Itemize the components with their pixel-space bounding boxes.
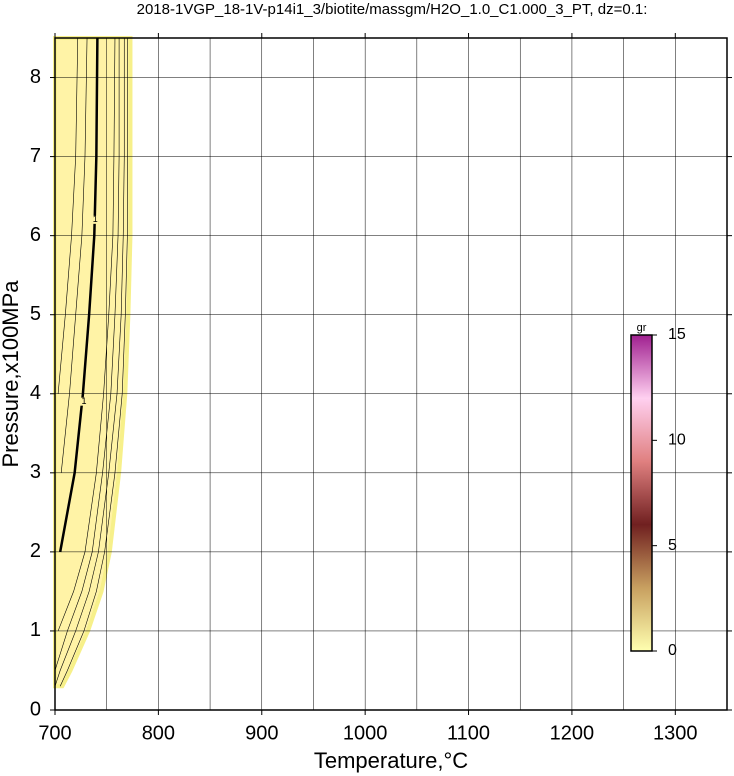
chart-title: 2018-1VGP_18-1V-p14i1_3/biotite/massgm/H…: [137, 1, 648, 18]
x-tick-label: 700: [38, 722, 71, 744]
y-tick-label: 8: [30, 66, 41, 88]
y-tick-label: 7: [30, 145, 41, 167]
x-tick-label: 800: [142, 722, 175, 744]
x-tick-label: 1200: [550, 722, 595, 744]
contour-line: [57, 37, 79, 394]
colorbar-tick-label: 5: [668, 537, 677, 554]
y-axis-label: Pressure,x100MPa: [0, 280, 23, 468]
colorbar-label: gr: [637, 322, 647, 334]
colorbar-tick-label: 10: [668, 432, 686, 449]
x-tick-label: 1300: [653, 722, 698, 744]
contour-label: 1: [93, 214, 98, 224]
contour-line: [58, 37, 99, 553]
contour-label: 1: [81, 396, 86, 406]
y-tick-label: 4: [30, 382, 41, 404]
y-tick-label: 2: [30, 540, 41, 562]
y-tick-label: 3: [30, 461, 41, 483]
colorbar-tick-label: 15: [668, 326, 686, 343]
contour-line: [54, 38, 120, 671]
y-tick-label: 0: [30, 698, 41, 720]
colorbar: [630, 334, 653, 652]
x-tick-label: 1100: [447, 722, 490, 744]
contour-label-bg: [90, 215, 101, 224]
contour-line: [57, 37, 116, 632]
x-tick-label: 1000: [343, 722, 388, 744]
contour-line: [59, 38, 128, 687]
y-tick-label: 1: [30, 619, 41, 641]
colorbar-tick-label: 0: [668, 642, 677, 659]
y-tick-label: 6: [30, 224, 41, 246]
x-axis-label: Temperature,°C: [314, 748, 468, 773]
plot-frame: [54, 37, 728, 711]
contour-line: [54, 38, 125, 687]
contour-label-bg: [78, 397, 89, 406]
y-tick-label: 5: [30, 303, 41, 325]
x-tick-label: 900: [245, 722, 278, 744]
contour-line: [60, 37, 88, 473]
